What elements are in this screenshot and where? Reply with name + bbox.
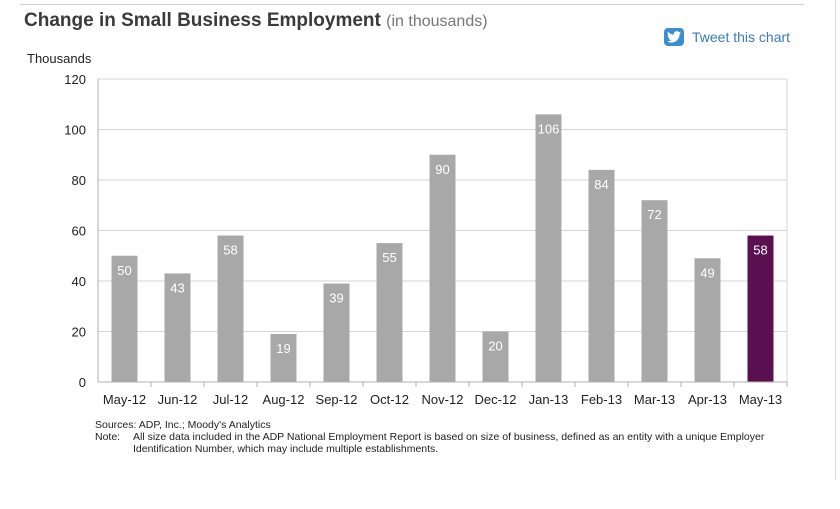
y-tick-label: 80 [72,173,86,188]
chart-title: Change in Small Business Employment (in … [24,10,488,32]
sources-text: Sources: ADP, Inc.; Moody's Analytics [95,419,271,431]
x-tick-label: Apr-13 [688,392,727,407]
bar [111,255,138,382]
top-divider [20,4,804,5]
right-divider [835,0,836,480]
x-tick-label: Jun-12 [158,392,198,407]
bar-value-label: 84 [594,177,608,192]
bar-value-label: 72 [647,207,661,222]
bar-value-label: 49 [700,265,714,280]
y-tick-label: 0 [79,375,86,390]
bar [376,243,403,382]
bar-value-label: 39 [329,291,343,306]
x-tick-label: May-12 [103,392,146,407]
bar-value-label: 90 [435,162,449,177]
bar-value-label: 55 [382,250,396,265]
note-label: Note: [95,431,121,443]
x-tick-label: Dec-12 [475,392,517,407]
bar [641,200,668,382]
x-tick-label: Oct-12 [370,392,409,407]
note: Note: All size data included in the ADP … [95,431,815,455]
x-tick-label: Feb-13 [581,392,622,407]
bar-value-label: 58 [753,243,767,258]
y-tick-label: 60 [72,224,86,239]
x-tick-label: Jan-13 [529,392,569,407]
bar [164,273,191,382]
x-tick-label: Mar-13 [634,392,675,407]
note-text: All size data included in the ADP Nation… [133,431,765,455]
x-axis-ticks: May-12 Jun-12 Jul-12 Aug-12 Sep-12 Oct-12 Nov-… [103,382,788,407]
bar [270,334,297,382]
chart-subtitle: (in thousands) [386,13,488,30]
y-axis-title: Thousands [27,51,92,66]
bar-value-label: 106 [538,121,560,136]
x-tick-label: Aug-12 [263,392,305,407]
chart-title-text: Change in Small Business Employment [24,10,381,31]
bar [694,258,721,382]
bar [429,154,456,382]
x-tick-label: Sep-12 [316,392,358,407]
bar-value-label: 20 [488,339,502,354]
bar-chart: 0 20 40 60 80 100 120 50 43 58 19 39 55 90 20 106 84 72 4… [64,72,788,407]
bar-value-label: 19 [276,341,290,356]
x-tick-label: May-13 [739,392,782,407]
bar [747,235,774,382]
bar [588,169,615,382]
bar [217,235,244,382]
y-tick-label: 120 [64,72,86,87]
twitter-bird-icon [664,28,684,46]
tweet-chart-label: Tweet this chart [692,29,791,45]
y-tick-label: 40 [72,274,86,289]
bars: 50 43 58 19 39 55 90 20 106 84 72 49 58 [111,114,774,382]
tweet-chart-link[interactable]: Tweet this chart [664,28,790,46]
y-tick-label: 100 [64,123,86,138]
y-tick-label: 20 [72,325,86,340]
bar [482,331,509,382]
plot-frame [97,79,788,383]
bar-value-label: 58 [223,243,237,258]
chart-footer: Sources: ADP, Inc.; Moody's Analytics No… [95,419,815,455]
x-tick-label: Nov-12 [422,392,464,407]
bar [535,114,562,382]
bar-value-label: 50 [117,263,131,278]
bar [323,283,350,382]
x-tick-label: Jul-12 [213,392,248,407]
bar-value-label: 43 [170,280,184,295]
y-axis-ticks: 0 20 40 60 80 100 120 [64,72,86,390]
